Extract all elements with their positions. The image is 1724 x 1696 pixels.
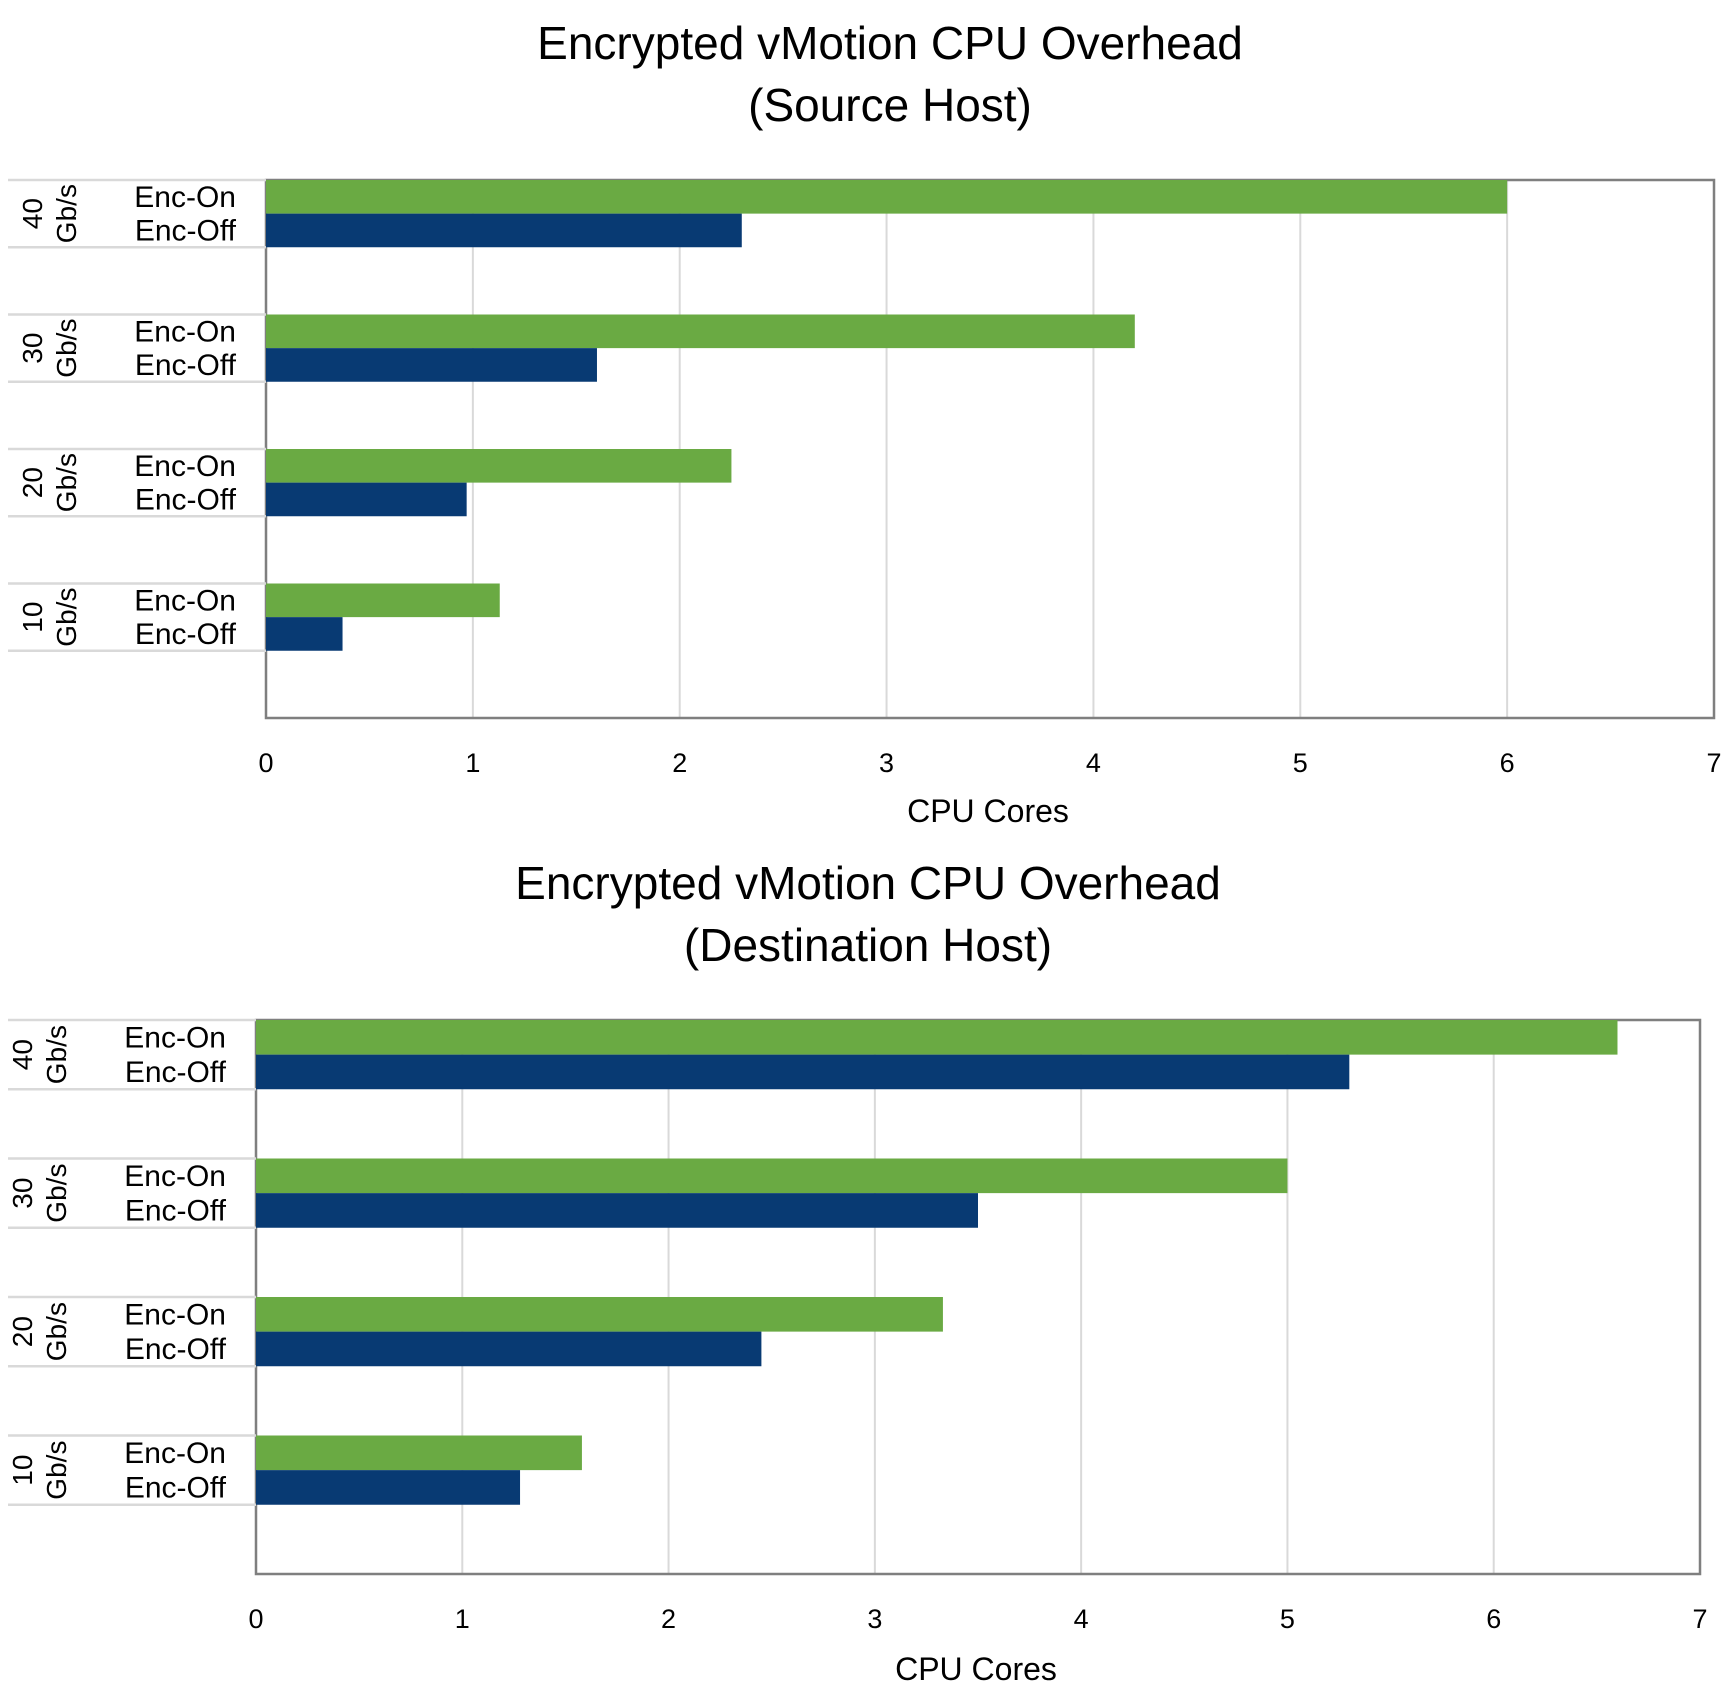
x-axis-title: CPU Cores bbox=[907, 793, 1069, 829]
group-label: 10 Gb/s bbox=[17, 588, 82, 647]
group-speed-value: 10 bbox=[7, 1455, 38, 1486]
bar-enc-off bbox=[266, 213, 742, 248]
x-tick-label: 6 bbox=[1500, 748, 1515, 778]
x-tick-label: 5 bbox=[1280, 1604, 1295, 1634]
bar-enc-off bbox=[256, 1193, 978, 1228]
chart-title: Encrypted vMotion CPU Overhead (Destinat… bbox=[0, 852, 1724, 976]
group-label: 30 Gb/s bbox=[7, 1164, 72, 1223]
bar-enc-off bbox=[256, 1054, 1350, 1090]
chart-subtitle-line: (Source Host) bbox=[748, 79, 1032, 131]
bar-enc-on bbox=[266, 180, 1508, 214]
x-tick-label: 4 bbox=[1074, 1604, 1089, 1634]
group-label: 40 Gb/s bbox=[17, 184, 82, 243]
group-speed-unit: Gb/s bbox=[51, 319, 82, 378]
bar-enc-off bbox=[256, 1331, 762, 1367]
x-tick-label: 1 bbox=[465, 748, 480, 778]
x-tick-label: 3 bbox=[879, 748, 894, 778]
bar-category-label: Enc-On bbox=[124, 1437, 226, 1470]
bar-enc-on bbox=[256, 1435, 582, 1471]
bar-category-label: Enc-Off bbox=[135, 483, 237, 516]
group-speed-value: 30 bbox=[7, 1178, 38, 1209]
group-speed-value: 30 bbox=[17, 333, 48, 364]
chart-title-line: Encrypted vMotion CPU Overhead bbox=[537, 17, 1243, 69]
group-label: 10 Gb/s bbox=[7, 1441, 72, 1500]
x-tick-label: 4 bbox=[1086, 748, 1101, 778]
bar-category-label: Enc-Off bbox=[125, 1471, 227, 1504]
x-tick-label: 0 bbox=[258, 748, 273, 778]
group-label: 20 Gb/s bbox=[7, 1302, 72, 1361]
bar-enc-on bbox=[266, 314, 1135, 349]
group-speed-unit: Gb/s bbox=[41, 1164, 72, 1223]
chart-title: Encrypted vMotion CPU Overhead (Source H… bbox=[0, 12, 1724, 136]
bar-category-label: Enc-On bbox=[134, 315, 236, 348]
bar-category-label: Enc-On bbox=[124, 1021, 226, 1054]
x-tick-label: 2 bbox=[672, 748, 687, 778]
group-label: 20 Gb/s bbox=[17, 453, 82, 512]
bar-category-label: Enc-Off bbox=[135, 618, 237, 651]
group-speed-unit: Gb/s bbox=[41, 1025, 72, 1084]
bar-category-label: Enc-On bbox=[124, 1160, 226, 1193]
chart-title-line: Encrypted vMotion CPU Overhead bbox=[515, 857, 1221, 909]
x-tick-label: 1 bbox=[455, 1604, 470, 1634]
bar-enc-on bbox=[256, 1020, 1618, 1055]
group-speed-unit: Gb/s bbox=[51, 453, 82, 512]
x-tick-label: 3 bbox=[867, 1604, 882, 1634]
x-tick-label: 0 bbox=[248, 1604, 263, 1634]
group-speed-unit: Gb/s bbox=[51, 588, 82, 647]
x-tick-label: 6 bbox=[1486, 1604, 1501, 1634]
group-speed-unit: Gb/s bbox=[41, 1302, 72, 1361]
bar-enc-off bbox=[256, 1470, 521, 1505]
group-label: 30 Gb/s bbox=[17, 319, 82, 378]
group-speed-value: 40 bbox=[7, 1039, 38, 1070]
bar-category-label: Enc-Off bbox=[135, 349, 237, 382]
group-label: 40 Gb/s bbox=[7, 1025, 72, 1084]
bar-enc-on bbox=[256, 1297, 943, 1332]
x-tick-label: 5 bbox=[1293, 748, 1308, 778]
bar-enc-off bbox=[266, 348, 597, 382]
source-host-chart: Encrypted vMotion CPU Overhead (Source H… bbox=[0, 12, 1724, 829]
x-tick-label: 2 bbox=[661, 1604, 676, 1634]
chart-subtitle-line: (Destination Host) bbox=[683, 919, 1053, 971]
bar-enc-off bbox=[266, 482, 467, 517]
group-speed-value: 10 bbox=[17, 602, 48, 633]
group-speed-value: 40 bbox=[17, 198, 48, 229]
bar-enc-off bbox=[266, 617, 343, 651]
bar-enc-on bbox=[266, 449, 732, 483]
bar-category-label: Enc-On bbox=[134, 584, 236, 617]
bar-category-label: Enc-On bbox=[124, 1298, 226, 1331]
bar-category-label: Enc-On bbox=[134, 181, 236, 214]
group-speed-value: 20 bbox=[7, 1316, 38, 1347]
destination-host-chart: Encrypted vMotion CPU Overhead (Destinat… bbox=[0, 848, 1724, 1696]
x-tick-label: 7 bbox=[1706, 748, 1721, 778]
bar-category-label: Enc-Off bbox=[125, 1194, 227, 1227]
bar-enc-on bbox=[266, 583, 500, 618]
bar-category-label: Enc-On bbox=[134, 450, 236, 483]
x-axis-title: CPU Cores bbox=[895, 1651, 1057, 1687]
x-tick-label: 7 bbox=[1692, 1604, 1707, 1634]
bar-category-label: Enc-Off bbox=[125, 1056, 227, 1089]
bar-category-label: Enc-Off bbox=[135, 214, 237, 247]
group-speed-unit: Gb/s bbox=[51, 184, 82, 243]
group-speed-unit: Gb/s bbox=[41, 1441, 72, 1500]
bar-category-label: Enc-Off bbox=[125, 1333, 227, 1366]
bar-enc-on bbox=[256, 1158, 1288, 1194]
group-speed-value: 20 bbox=[17, 467, 48, 498]
